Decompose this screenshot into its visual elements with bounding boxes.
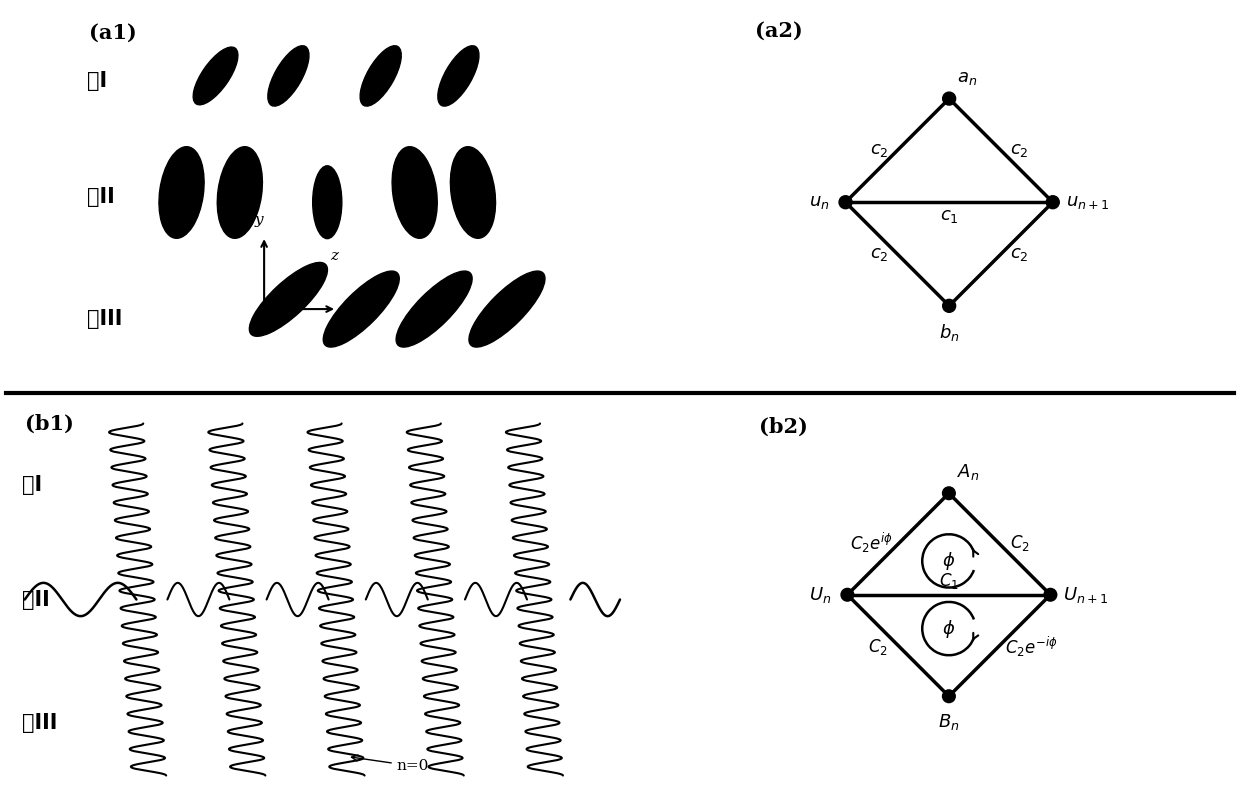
Ellipse shape	[249, 262, 327, 336]
Ellipse shape	[159, 147, 205, 238]
Text: (a2): (a2)	[755, 21, 802, 41]
Text: 层I: 层I	[87, 71, 107, 90]
Text: $\phi$: $\phi$	[942, 618, 956, 640]
Text: $A_n$: $A_n$	[956, 462, 978, 482]
Text: $a_n$: $a_n$	[957, 69, 977, 87]
Text: $\phi$: $\phi$	[942, 550, 956, 572]
Circle shape	[942, 300, 956, 312]
Text: $u_n$: $u_n$	[808, 193, 830, 211]
Ellipse shape	[450, 147, 496, 238]
Ellipse shape	[392, 147, 438, 238]
Text: $C_2$: $C_2$	[1011, 533, 1030, 553]
Text: $C_1$: $C_1$	[939, 571, 959, 591]
Text: z: z	[330, 249, 337, 262]
Text: $b_n$: $b_n$	[939, 322, 960, 343]
Text: $U_n$: $U_n$	[810, 584, 832, 605]
Text: $U_{n+1}$: $U_{n+1}$	[1063, 584, 1109, 605]
Text: (a1): (a1)	[89, 22, 136, 43]
Ellipse shape	[324, 271, 399, 347]
Text: $C_2e^{i\phi}$: $C_2e^{i\phi}$	[849, 531, 893, 555]
Text: $u_{n+1}$: $u_{n+1}$	[1065, 193, 1110, 211]
Text: $B_n$: $B_n$	[939, 712, 960, 732]
Ellipse shape	[438, 46, 479, 106]
Ellipse shape	[360, 46, 402, 106]
Circle shape	[839, 196, 852, 209]
Text: $c_2$: $c_2$	[870, 245, 889, 263]
Text: $c_2$: $c_2$	[1009, 141, 1028, 159]
Text: 层II: 层II	[87, 187, 114, 207]
Circle shape	[1047, 196, 1059, 209]
Text: $C_2$: $C_2$	[868, 637, 888, 657]
Circle shape	[1044, 588, 1056, 601]
Text: 层III: 层III	[87, 308, 123, 329]
Ellipse shape	[312, 166, 342, 239]
Text: y: y	[255, 213, 264, 227]
Ellipse shape	[217, 147, 263, 238]
Ellipse shape	[396, 271, 472, 347]
Ellipse shape	[469, 271, 546, 347]
Text: 层I: 层I	[21, 475, 42, 496]
Text: $c_2$: $c_2$	[1009, 245, 1028, 263]
Circle shape	[841, 588, 853, 601]
Ellipse shape	[268, 46, 309, 106]
Text: (b2): (b2)	[759, 417, 807, 437]
Circle shape	[942, 92, 956, 105]
Text: 层III: 层III	[21, 713, 57, 734]
Text: n=0: n=0	[351, 755, 429, 773]
Ellipse shape	[193, 47, 238, 105]
Text: x: x	[345, 305, 353, 319]
Text: $c_2$: $c_2$	[870, 141, 889, 159]
Circle shape	[942, 487, 955, 500]
Circle shape	[942, 690, 955, 703]
Text: $c_1$: $c_1$	[940, 208, 959, 225]
Text: (b1): (b1)	[25, 414, 73, 434]
Text: 层II: 层II	[21, 589, 50, 610]
Text: $C_2e^{-i\phi}$: $C_2e^{-i\phi}$	[1004, 634, 1058, 659]
